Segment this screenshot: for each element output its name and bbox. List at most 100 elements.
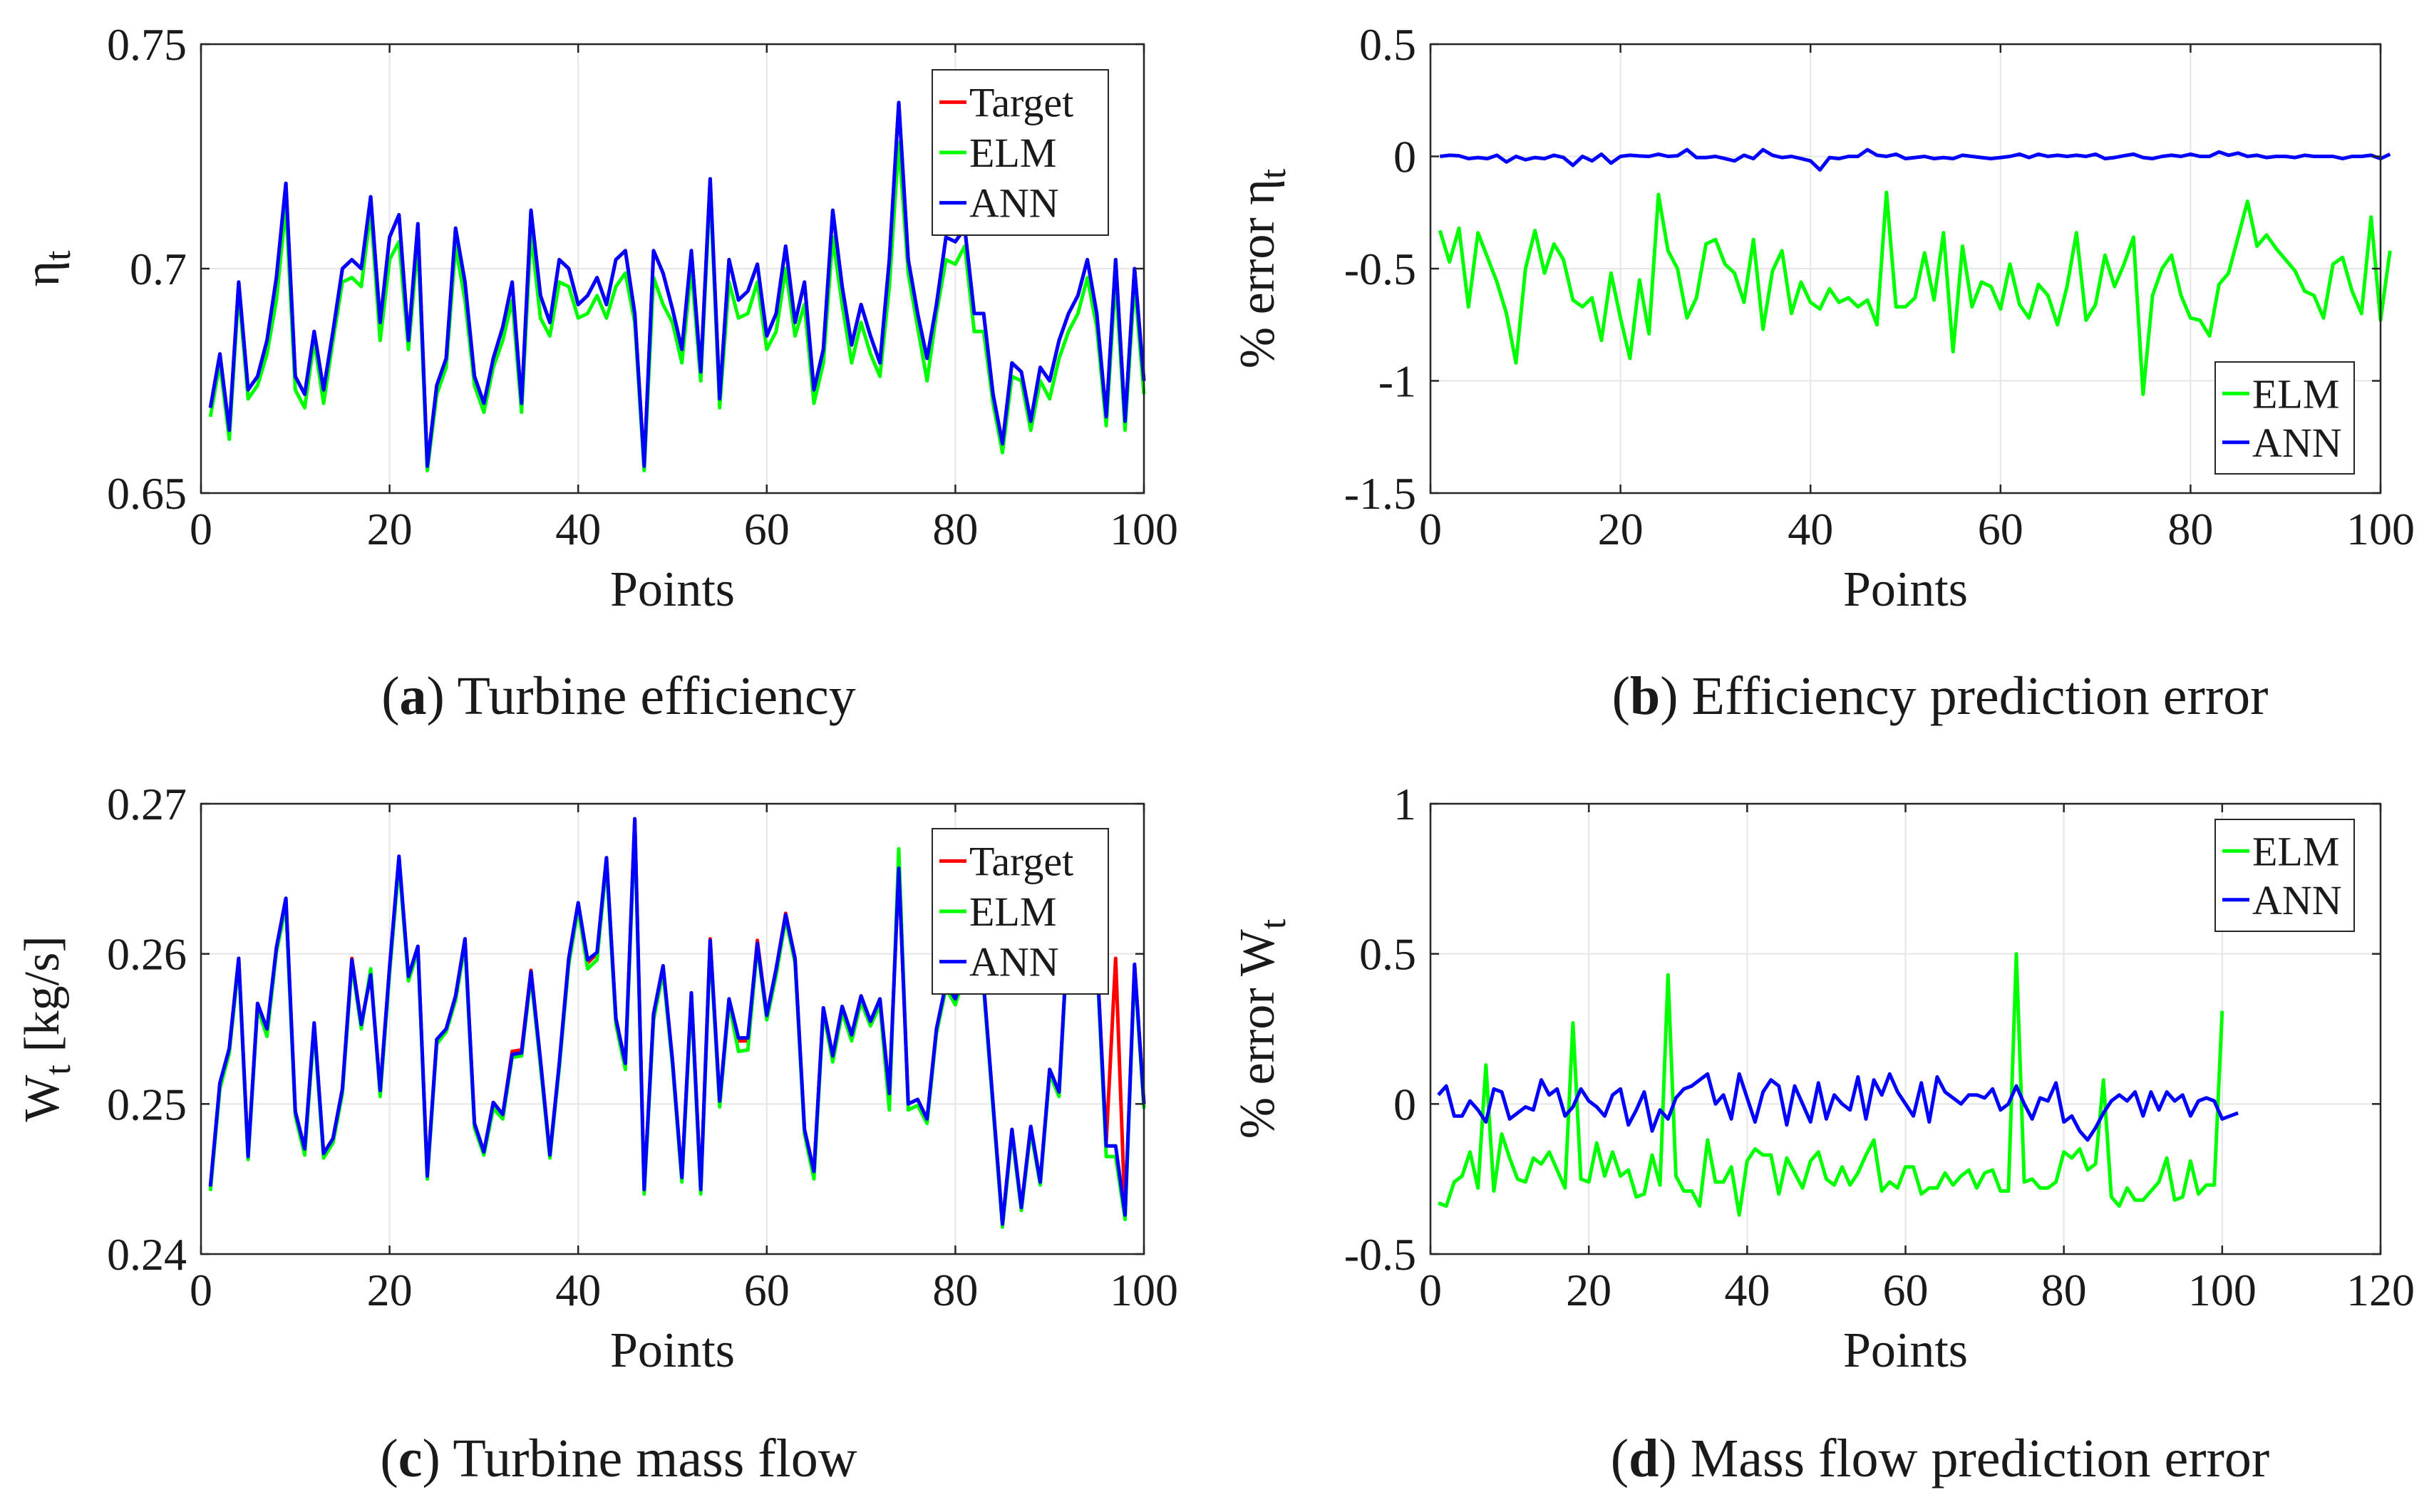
caption-paren-open: ( bbox=[381, 666, 399, 726]
series-line-ann bbox=[208, 100, 1146, 468]
caption-paren-close: ) bbox=[427, 666, 458, 726]
panel-caption: (b) Efficiency prediction error bbox=[1612, 666, 2269, 726]
caption-paren-open: ( bbox=[380, 1429, 398, 1488]
series-group bbox=[208, 817, 1146, 1229]
legend-label-ann: ANN bbox=[2252, 877, 2342, 923]
y-axis-label-subscript: t bbox=[1253, 168, 1294, 179]
y-tick-label: 0.26 bbox=[107, 929, 187, 980]
y-axis-label: % error Wt bbox=[1230, 918, 1294, 1139]
legend-label-target: Target bbox=[969, 838, 1073, 884]
y-axis-label-unit: [kg/s] bbox=[15, 936, 70, 1065]
caption-text: Efficiency prediction error bbox=[1692, 666, 2269, 726]
y-tick-label: 0.27 bbox=[107, 779, 187, 829]
x-axis-label: Points bbox=[1843, 1323, 1968, 1378]
y-tick-label: 0.75 bbox=[107, 19, 187, 70]
series-group bbox=[1437, 952, 2239, 1217]
y-axis-label-main: η bbox=[15, 261, 70, 287]
y-axis-label: Wt [kg/s] bbox=[15, 936, 78, 1122]
x-tick-label: 120 bbox=[2346, 1265, 2415, 1315]
series-line-ann bbox=[208, 817, 1146, 1226]
x-tick-label: 100 bbox=[1110, 1265, 1178, 1315]
x-tick-label: 20 bbox=[1566, 1265, 1612, 1315]
legend-label-elm: ELM bbox=[969, 889, 1056, 935]
x-tick-label: 20 bbox=[367, 504, 413, 554]
y-axis-label-main: % error W bbox=[1230, 929, 1285, 1139]
series-group bbox=[1438, 147, 2392, 396]
caption-letter: b bbox=[1630, 666, 1660, 726]
y-axis-label-subscript: t bbox=[1253, 918, 1294, 929]
legend-label-elm: ELM bbox=[2252, 371, 2339, 417]
x-tick-label: 0 bbox=[1419, 1265, 1442, 1315]
y-tick-label: -0.5 bbox=[1344, 244, 1416, 294]
x-axis-label: Points bbox=[1843, 562, 1968, 617]
y-tick-label: 1 bbox=[1393, 779, 1416, 829]
legend-box bbox=[2214, 361, 2355, 475]
caption-text: Turbine efficiency bbox=[457, 666, 855, 726]
x-tick-label: 60 bbox=[744, 504, 790, 554]
caption-paren-close: ) bbox=[422, 1429, 453, 1488]
y-axis-label-main: W bbox=[15, 1075, 70, 1122]
y-axis-label: % error ηt bbox=[1230, 168, 1294, 368]
caption-letter: c bbox=[398, 1429, 423, 1488]
x-tick-label: 40 bbox=[1788, 504, 1833, 554]
caption-text: Turbine mass flow bbox=[453, 1429, 857, 1488]
series-line-ann bbox=[1437, 1072, 2239, 1142]
x-tick-label: 100 bbox=[2346, 504, 2415, 554]
legend-label-ann: ANN bbox=[969, 180, 1059, 227]
x-axis-label: Points bbox=[610, 562, 735, 617]
x-tick-label: 0 bbox=[190, 1265, 212, 1315]
y-tick-label: 0.5 bbox=[1359, 19, 1416, 70]
y-tick-label: 0.65 bbox=[107, 468, 187, 519]
x-tick-label: 60 bbox=[1883, 1265, 1929, 1315]
x-tick-label: 20 bbox=[367, 1265, 413, 1315]
x-tick-label: 20 bbox=[1598, 504, 1644, 554]
y-tick-label: -1 bbox=[1378, 356, 1416, 407]
legend-label-elm: ELM bbox=[2252, 828, 2339, 874]
panel-caption: (c) Turbine mass flow bbox=[380, 1429, 857, 1488]
x-tick-label: 80 bbox=[932, 504, 978, 554]
x-tick-label: 40 bbox=[1724, 1265, 1770, 1315]
x-tick-label: 80 bbox=[2041, 1265, 2087, 1315]
x-tick-label: 100 bbox=[1110, 504, 1178, 554]
panel-caption: (a) Turbine efficiency bbox=[381, 666, 856, 726]
panel-caption: (d) Mass flow prediction error bbox=[1611, 1429, 2269, 1488]
caption-text: Mass flow prediction error bbox=[1691, 1429, 2270, 1488]
x-tick-label: 0 bbox=[1419, 504, 1442, 554]
y-tick-label: -0.5 bbox=[1344, 1229, 1416, 1280]
x-tick-label: 40 bbox=[555, 504, 601, 554]
legend-label-target: Target bbox=[969, 79, 1073, 125]
panel-b: 0 20 40 60 80 100 -1.5 -1 -0.5 0 0.5 Points % error … bbox=[1230, 19, 2415, 726]
x-tick-label: 100 bbox=[2188, 1265, 2257, 1315]
legend-label-elm: ELM bbox=[969, 130, 1056, 176]
legend-label-ann: ANN bbox=[2252, 420, 2342, 466]
y-tick-label: 0.24 bbox=[107, 1229, 187, 1280]
y-axis-label-subscript: t bbox=[38, 250, 78, 261]
caption-paren-close: ) bbox=[1660, 666, 1691, 726]
y-tick-label: 0.5 bbox=[1359, 929, 1416, 980]
caption-letter: a bbox=[400, 666, 427, 726]
x-axis-label: Points bbox=[610, 1323, 735, 1378]
y-axis-label-main: % error η bbox=[1230, 179, 1285, 368]
axes-box bbox=[200, 802, 1145, 1255]
y-tick-label: 0 bbox=[1393, 132, 1416, 182]
caption-letter: d bbox=[1629, 1429, 1659, 1488]
x-tick-label: 80 bbox=[932, 1265, 978, 1315]
y-tick-label: 0.25 bbox=[107, 1079, 187, 1129]
caption-paren-open: ( bbox=[1611, 1429, 1629, 1488]
x-tick-label: 80 bbox=[2167, 504, 2213, 554]
panel-a: 0 20 40 60 80 100 0.65 0.7 0.75 Points ηt Target ELM… bbox=[15, 19, 1178, 726]
x-tick-label: 60 bbox=[744, 1265, 790, 1315]
legend-label-ann: ANN bbox=[969, 939, 1059, 985]
panel-c: 0 20 40 60 80 100 0.24 0.25 0.26 0.27 Points Wt [kg… bbox=[15, 779, 1178, 1488]
x-tick-label: 60 bbox=[1978, 504, 2023, 554]
series-line-ann bbox=[1440, 147, 2391, 172]
series-line-elm bbox=[1438, 952, 2224, 1217]
y-tick-label: -1.5 bbox=[1344, 468, 1416, 519]
series-group bbox=[208, 100, 1146, 472]
series-line-elm bbox=[1438, 190, 2392, 396]
